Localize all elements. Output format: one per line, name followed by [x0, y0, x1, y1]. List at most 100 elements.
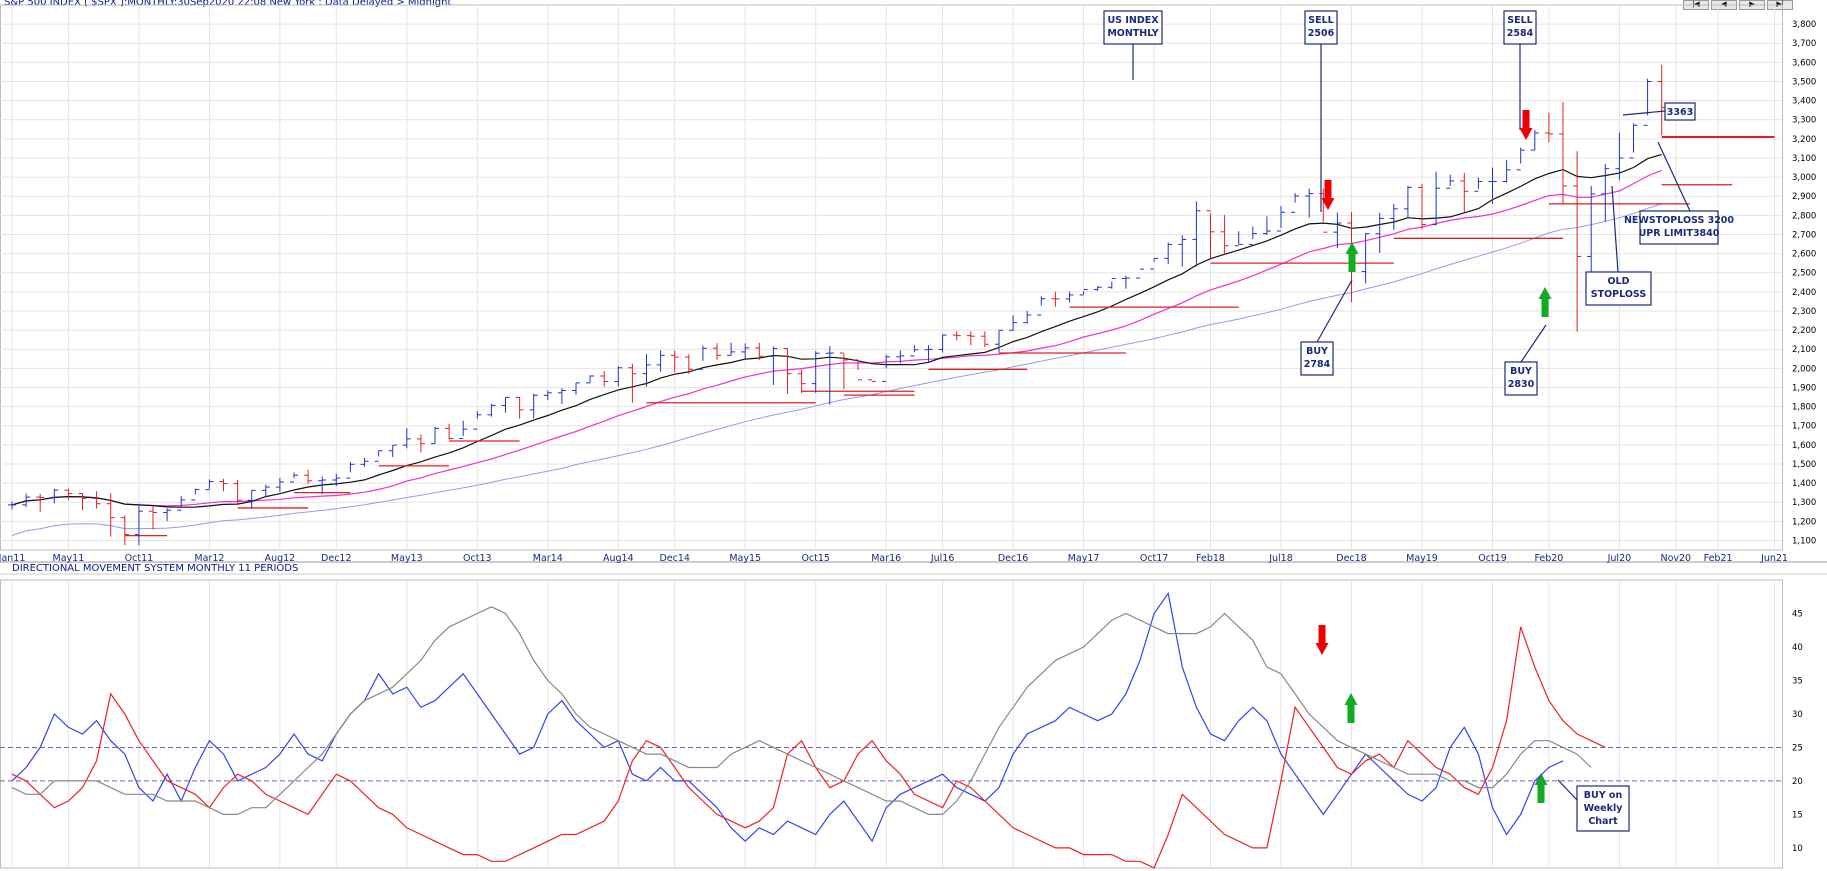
annotation-sell-2-text: 2584	[1507, 28, 1534, 39]
x-tick-label: Mar12	[194, 553, 224, 564]
indicator-line-adx	[11, 606, 1592, 815]
price-y-tick-label: 3,800	[1792, 20, 1816, 30]
x-tick-label: May15	[729, 553, 761, 564]
price-y-tick-label: 1,800	[1792, 403, 1816, 413]
price-y-tick-label: 2,000	[1792, 364, 1816, 374]
x-tick-label: Dec14	[659, 553, 689, 564]
x-tick-label: May11	[53, 553, 85, 564]
x-tick-label: Feb21	[1704, 553, 1733, 564]
x-tick-label: Nov20	[1660, 553, 1691, 564]
x-tick-label: Dec16	[998, 553, 1028, 564]
indicator-y-tick-label: 25	[1792, 743, 1803, 753]
annotation-sell-2-text: SELL	[1507, 15, 1532, 26]
annotation-buy-1-pointer	[1316, 279, 1353, 343]
annotation-us-index-box	[1103, 10, 1163, 45]
x-tick-label: May13	[391, 553, 423, 564]
annotation-oldstop-text: OLD	[1607, 276, 1629, 287]
annotation-oldstop-text: STOPLOSS	[1591, 289, 1647, 300]
price-panel-frame	[0, 4, 1783, 551]
x-tick-label: May17	[1068, 553, 1100, 564]
buy-arrow-1	[1345, 242, 1359, 272]
x-tick-label: Mar14	[533, 553, 563, 564]
price-y-tick-label: 2,400	[1792, 288, 1816, 298]
annotation-sell-2-box	[1503, 10, 1537, 45]
annotation-buy-2-text: 2830	[1508, 379, 1535, 390]
x-tick-label: Oct13	[463, 553, 492, 564]
chart-title: S&P 500 INDEX [ $SPX ]:MONTHLY:30Sep2020…	[4, 0, 452, 8]
ma-long-line	[11, 203, 1662, 536]
indicator-buy-weekly-arrow	[1534, 773, 1548, 803]
price-y-tick-label: 3,100	[1792, 154, 1816, 164]
annotation-buy-2-pointer	[1520, 324, 1547, 363]
indicator-y-tick-label: 45	[1792, 609, 1803, 619]
price-y-tick-label: 2,300	[1792, 307, 1816, 317]
indicator-y-tick-label: 30	[1792, 710, 1803, 720]
price-y-tick-label: 3,700	[1792, 39, 1816, 49]
x-tick-label: Jul16	[930, 553, 955, 564]
x-tick-label: Oct15	[801, 553, 830, 564]
annotation-sell-1-box	[1304, 10, 1338, 45]
x-tick-label: Dec18	[1336, 553, 1366, 564]
price-y-tick-label: 2,500	[1792, 269, 1816, 279]
annotation-newstop-text: UPR LIMIT3840	[1639, 228, 1720, 239]
buy-arrow-2	[1538, 287, 1552, 317]
indicator-y-tick-label: 10	[1792, 844, 1803, 854]
x-tick-label: Oct11	[125, 553, 154, 564]
annotation-buy-weekly-text: BUY on	[1584, 790, 1623, 801]
x-tick-label: Mar16	[871, 553, 901, 564]
annotation-buy-1-text: BUY	[1306, 346, 1328, 357]
annotation-newstop-text: NEWSTOPLOSS 3200	[1624, 215, 1734, 226]
annotation-buy-1-box	[1300, 341, 1334, 376]
annotation-oldstop-pointer	[1611, 185, 1619, 273]
annotation-buy-1-text: 2784	[1304, 359, 1331, 370]
indicator-buy-arrow	[1344, 693, 1358, 723]
annotation-buy-weekly-text: Weekly	[1584, 803, 1624, 814]
x-tick-label: Dec12	[321, 553, 351, 564]
price-y-tick-label: 2,700	[1792, 230, 1816, 240]
indicator-title: DIRECTIONAL MOVEMENT SYSTEM MONTHLY 11 P…	[12, 563, 299, 574]
annotation-price-text: 3363	[1667, 107, 1693, 118]
price-y-tick-label: 1,400	[1792, 479, 1816, 489]
annotation-buy-weekly-pointer	[1557, 779, 1578, 801]
price-y-tick-label: 1,600	[1792, 441, 1816, 451]
x-tick-label: Jul20	[1607, 553, 1632, 564]
price-y-tick-label: 2,800	[1792, 211, 1816, 221]
annotation-newstop-pointer	[1657, 141, 1691, 212]
annotation-buy-weekly-text: Chart	[1588, 816, 1618, 827]
annotation-buy-weekly-box	[1576, 785, 1630, 832]
indicator-y-tick-label: 15	[1792, 810, 1803, 820]
price-y-tick-label: 1,900	[1792, 383, 1816, 393]
x-tick-label: Aug12	[265, 553, 296, 564]
price-y-tick-label: 2,100	[1792, 345, 1816, 355]
indicator-y-tick-label: 35	[1792, 676, 1803, 686]
price-y-tick-label: 1,500	[1792, 460, 1816, 470]
annotation-buy-2-box	[1504, 361, 1538, 396]
price-y-tick-label: 2,900	[1792, 192, 1816, 202]
ma-short-line	[11, 153, 1662, 508]
indicator-line-di_minus	[11, 626, 1606, 869]
x-tick-label: Jun21	[1760, 553, 1788, 564]
x-tick-label: Feb18	[1196, 553, 1225, 564]
x-tick-label: Jan11	[0, 553, 25, 564]
ma-mid-line	[11, 169, 1662, 507]
x-tick-label: Oct17	[1140, 553, 1169, 564]
price-y-tick-label: 3,300	[1792, 116, 1816, 126]
price-y-tick-label: 3,200	[1792, 135, 1816, 145]
x-tick-label: May19	[1406, 553, 1438, 564]
sell-arrow-2	[1519, 110, 1533, 140]
annotation-newstop-box	[1639, 210, 1719, 245]
annotation-price-pointer	[1622, 110, 1666, 116]
indicator-y-tick-label: 40	[1792, 643, 1803, 653]
price-y-tick-label: 1,700	[1792, 422, 1816, 432]
price-y-tick-label: 3,600	[1792, 58, 1816, 68]
x-tick-label: Oct19	[1478, 553, 1507, 564]
indicator-y-tick-label: 20	[1792, 777, 1803, 787]
price-y-tick-label: 3,500	[1792, 77, 1816, 87]
price-y-tick-label: 1,100	[1792, 536, 1816, 546]
sell-arrow-1	[1321, 180, 1335, 210]
indicator-panel-frame	[0, 579, 1783, 869]
indicator-line-di_plus	[11, 591, 1564, 843]
x-tick-label: Aug14	[603, 553, 634, 564]
annotation-oldstop-box	[1585, 271, 1652, 306]
